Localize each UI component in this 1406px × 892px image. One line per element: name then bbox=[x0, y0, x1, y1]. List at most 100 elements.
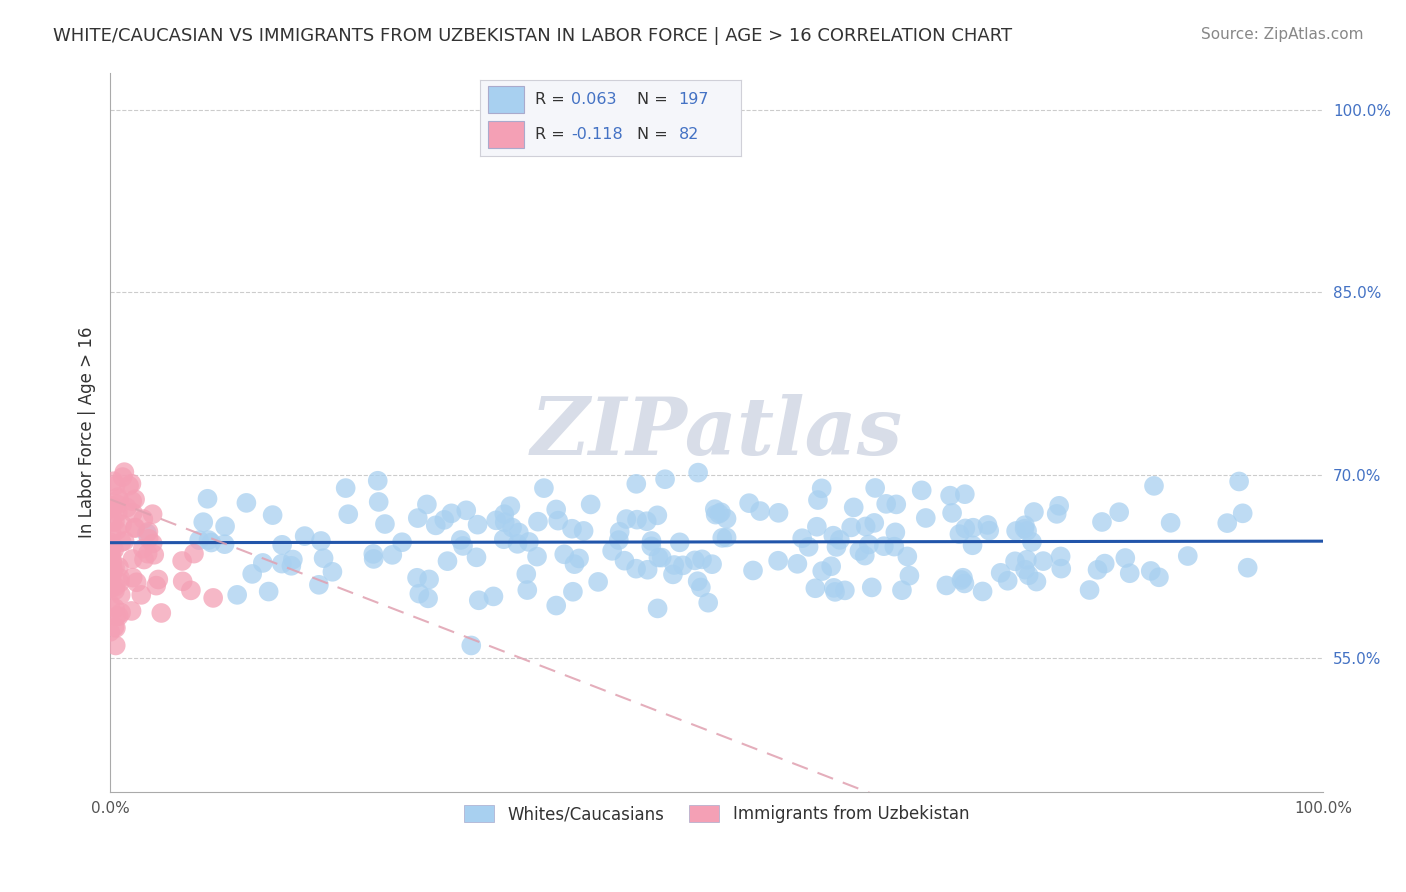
Point bbox=[150, 606, 173, 620]
Point bbox=[683, 553, 706, 567]
Point bbox=[953, 576, 976, 591]
Point bbox=[451, 539, 474, 553]
Point bbox=[240, 566, 263, 581]
Point bbox=[1025, 574, 1047, 589]
Point bbox=[990, 566, 1012, 580]
Point bbox=[786, 557, 808, 571]
Point bbox=[111, 535, 134, 549]
Point bbox=[1046, 507, 1069, 521]
Point bbox=[294, 529, 316, 543]
Point bbox=[135, 526, 157, 541]
Point bbox=[193, 515, 215, 529]
Point bbox=[506, 537, 529, 551]
Point bbox=[425, 518, 447, 533]
Point bbox=[120, 476, 142, 491]
Point bbox=[662, 567, 685, 582]
Point bbox=[952, 571, 974, 585]
Point bbox=[110, 606, 132, 620]
Point bbox=[121, 571, 143, 585]
Point bbox=[811, 564, 834, 578]
Point bbox=[312, 551, 335, 566]
Point bbox=[98, 501, 121, 516]
Point bbox=[1050, 561, 1073, 575]
Point bbox=[647, 550, 669, 565]
Point bbox=[100, 547, 122, 561]
Point bbox=[100, 571, 122, 585]
Point bbox=[704, 508, 727, 522]
Point bbox=[367, 474, 389, 488]
Point bbox=[823, 581, 845, 595]
Point bbox=[416, 497, 439, 511]
Point bbox=[896, 549, 918, 564]
Point bbox=[807, 493, 830, 508]
Point bbox=[499, 499, 522, 513]
Point bbox=[1078, 582, 1101, 597]
Point bbox=[828, 533, 851, 547]
Point bbox=[321, 565, 343, 579]
Point bbox=[1108, 505, 1130, 519]
Point bbox=[703, 502, 725, 516]
Point bbox=[1143, 479, 1166, 493]
Point bbox=[842, 500, 865, 515]
Point bbox=[579, 497, 602, 511]
Point bbox=[1004, 554, 1026, 568]
Point bbox=[183, 547, 205, 561]
Point bbox=[547, 514, 569, 528]
Point bbox=[115, 500, 138, 515]
Point bbox=[1021, 535, 1043, 549]
Point bbox=[406, 511, 429, 525]
Point bbox=[433, 513, 456, 527]
Point bbox=[468, 593, 491, 607]
Point bbox=[749, 504, 772, 518]
Point bbox=[626, 513, 648, 527]
Point bbox=[104, 560, 127, 574]
Text: Source: ZipAtlas.com: Source: ZipAtlas.com bbox=[1201, 27, 1364, 42]
Point bbox=[664, 558, 686, 572]
Point bbox=[972, 584, 994, 599]
Point bbox=[363, 547, 385, 561]
Point bbox=[235, 496, 257, 510]
Point bbox=[100, 574, 122, 588]
Point bbox=[100, 549, 122, 563]
Point bbox=[101, 563, 124, 577]
Point bbox=[391, 535, 413, 549]
Point bbox=[710, 505, 733, 519]
Point bbox=[884, 497, 907, 511]
Point bbox=[561, 584, 583, 599]
Point bbox=[935, 578, 957, 592]
Point bbox=[792, 531, 814, 545]
Point bbox=[546, 599, 568, 613]
Point bbox=[104, 583, 127, 598]
Point bbox=[104, 515, 127, 529]
Point bbox=[1232, 506, 1254, 520]
Point bbox=[132, 541, 155, 556]
Point bbox=[853, 549, 876, 563]
Point bbox=[465, 550, 488, 565]
Point bbox=[873, 539, 896, 553]
Point bbox=[104, 478, 127, 492]
Point bbox=[104, 601, 127, 615]
Point bbox=[647, 508, 669, 523]
Point bbox=[107, 609, 129, 624]
Point bbox=[101, 561, 124, 575]
Point bbox=[101, 500, 124, 514]
Point bbox=[103, 543, 125, 558]
Point bbox=[766, 554, 789, 568]
Point bbox=[1049, 549, 1071, 564]
Point bbox=[98, 499, 121, 513]
Point bbox=[202, 591, 225, 605]
Point bbox=[200, 535, 222, 549]
Point bbox=[797, 540, 820, 554]
Point bbox=[271, 538, 294, 552]
Point bbox=[624, 562, 647, 576]
Y-axis label: In Labor Force | Age > 16: In Labor Force | Age > 16 bbox=[79, 326, 96, 538]
Point bbox=[637, 563, 659, 577]
Point bbox=[450, 533, 472, 547]
Point bbox=[997, 574, 1019, 588]
Point bbox=[823, 529, 845, 543]
Point bbox=[1087, 563, 1109, 577]
Point bbox=[1047, 499, 1070, 513]
Point bbox=[891, 583, 914, 598]
Point bbox=[911, 483, 934, 498]
Point bbox=[197, 533, 219, 547]
